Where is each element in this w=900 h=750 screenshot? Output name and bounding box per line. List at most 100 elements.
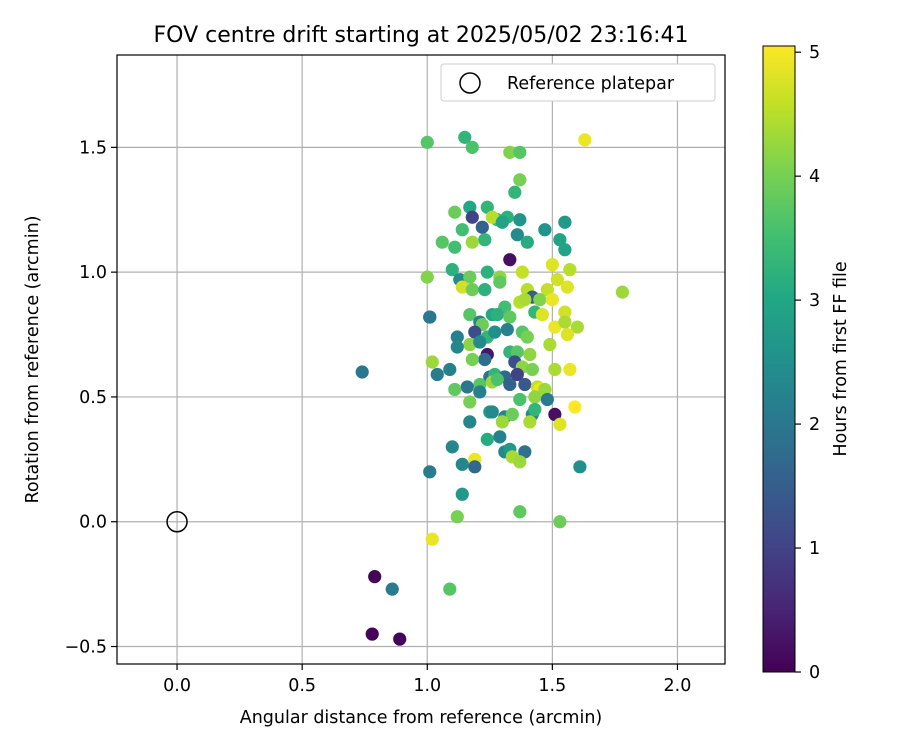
- data-point: [365, 627, 379, 641]
- data-point: [538, 223, 552, 237]
- data-point: [450, 340, 464, 354]
- data-point: [458, 130, 472, 144]
- data-point: [478, 352, 492, 367]
- data-point: [473, 385, 487, 399]
- data-point: [500, 322, 514, 337]
- data-point: [463, 395, 477, 409]
- data-point: [615, 285, 630, 299]
- data-point: [533, 292, 547, 307]
- data-point: [480, 200, 494, 214]
- data-point: [540, 392, 554, 407]
- data-point: [545, 292, 559, 307]
- data-point: [578, 133, 592, 147]
- data-point: [553, 233, 567, 247]
- data-point: [448, 205, 462, 219]
- data-point: [425, 355, 439, 369]
- colorbar-tick-label: 4: [809, 167, 820, 187]
- data-point: [550, 273, 564, 287]
- x-tick-label: 1.5: [538, 676, 566, 696]
- data-point: [465, 210, 479, 224]
- data-point: [503, 310, 517, 324]
- data-point: [513, 505, 527, 519]
- data-point: [545, 258, 559, 272]
- data-point: [493, 430, 507, 444]
- data-point: [448, 382, 462, 397]
- data-point: [503, 377, 517, 392]
- data-point: [423, 465, 437, 479]
- colorbar-tick-label: 0: [809, 663, 820, 683]
- data-point: [510, 345, 524, 359]
- data-point: [558, 243, 572, 257]
- data-point: [425, 532, 439, 546]
- data-point: [525, 362, 539, 377]
- data-point: [553, 515, 567, 529]
- data-point: [423, 310, 437, 324]
- data-point: [520, 330, 534, 344]
- data-point: [488, 325, 502, 339]
- data-point: [463, 200, 477, 214]
- data-point: [560, 280, 574, 294]
- x-tick-label: 2.0: [664, 676, 692, 696]
- colorbar-ticks: 0 1 2 3 4 5: [795, 43, 820, 683]
- colorbar-tick-label: 3: [809, 291, 820, 311]
- y-tick-label: −0.5: [65, 638, 108, 658]
- colorbar: [762, 45, 796, 673]
- data-point: [515, 265, 529, 279]
- data-point: [548, 320, 562, 334]
- x-tick-label: 0.0: [163, 676, 191, 696]
- data-point: [420, 270, 434, 284]
- data-point: [478, 283, 492, 297]
- data-point: [548, 407, 562, 422]
- data-point: [480, 432, 494, 446]
- data-point: [455, 457, 469, 471]
- y-tick-label: 1.0: [79, 263, 107, 283]
- data-point: [465, 283, 479, 297]
- data-point: [475, 220, 489, 234]
- data-point: [455, 223, 469, 237]
- data-point: [523, 347, 537, 362]
- legend-reference-marker: [459, 72, 481, 94]
- data-point: [505, 407, 519, 422]
- y-axis-label: Rotation from reference (arcmin): [23, 216, 43, 504]
- data-point: [535, 307, 549, 322]
- data-point: [485, 405, 499, 419]
- x-axis-label: Angular distance from reference (arcmin): [240, 708, 603, 728]
- y-tick-label: 1.5: [79, 138, 107, 158]
- data-point: [463, 307, 477, 322]
- data-point: [563, 362, 577, 377]
- data-point: [460, 380, 474, 394]
- data-point: [450, 510, 464, 524]
- colorbar-tick-label: 2: [809, 415, 820, 435]
- data-point: [563, 263, 577, 277]
- data-point: [495, 415, 509, 429]
- data-point: [495, 215, 509, 229]
- data-point: [420, 135, 434, 149]
- legend: Reference platepar: [440, 63, 716, 102]
- data-point: [393, 632, 407, 646]
- data-point: [465, 352, 479, 367]
- data-point: [528, 390, 542, 404]
- colorbar-label: Hours from first FF file: [831, 261, 851, 456]
- data-point: [538, 382, 552, 397]
- data-point: [485, 210, 499, 224]
- data-point: [520, 235, 534, 249]
- data-point: [465, 235, 479, 249]
- data-points: [355, 130, 630, 646]
- reference-platepar-marker: [166, 510, 188, 533]
- data-point: [490, 307, 504, 322]
- data-point: [445, 440, 459, 454]
- y-tick-label: 0.5: [79, 388, 107, 408]
- data-point: [443, 582, 457, 596]
- data-point: [570, 320, 584, 334]
- data-point: [445, 263, 459, 277]
- data-point: [528, 402, 542, 417]
- data-point: [510, 228, 524, 242]
- data-point: [513, 213, 527, 227]
- x-tick-label: 1.0: [413, 676, 441, 696]
- data-point: [543, 337, 557, 352]
- data-point: [455, 487, 469, 501]
- data-point: [478, 233, 492, 247]
- data-point: [513, 145, 527, 159]
- data-point: [540, 283, 554, 297]
